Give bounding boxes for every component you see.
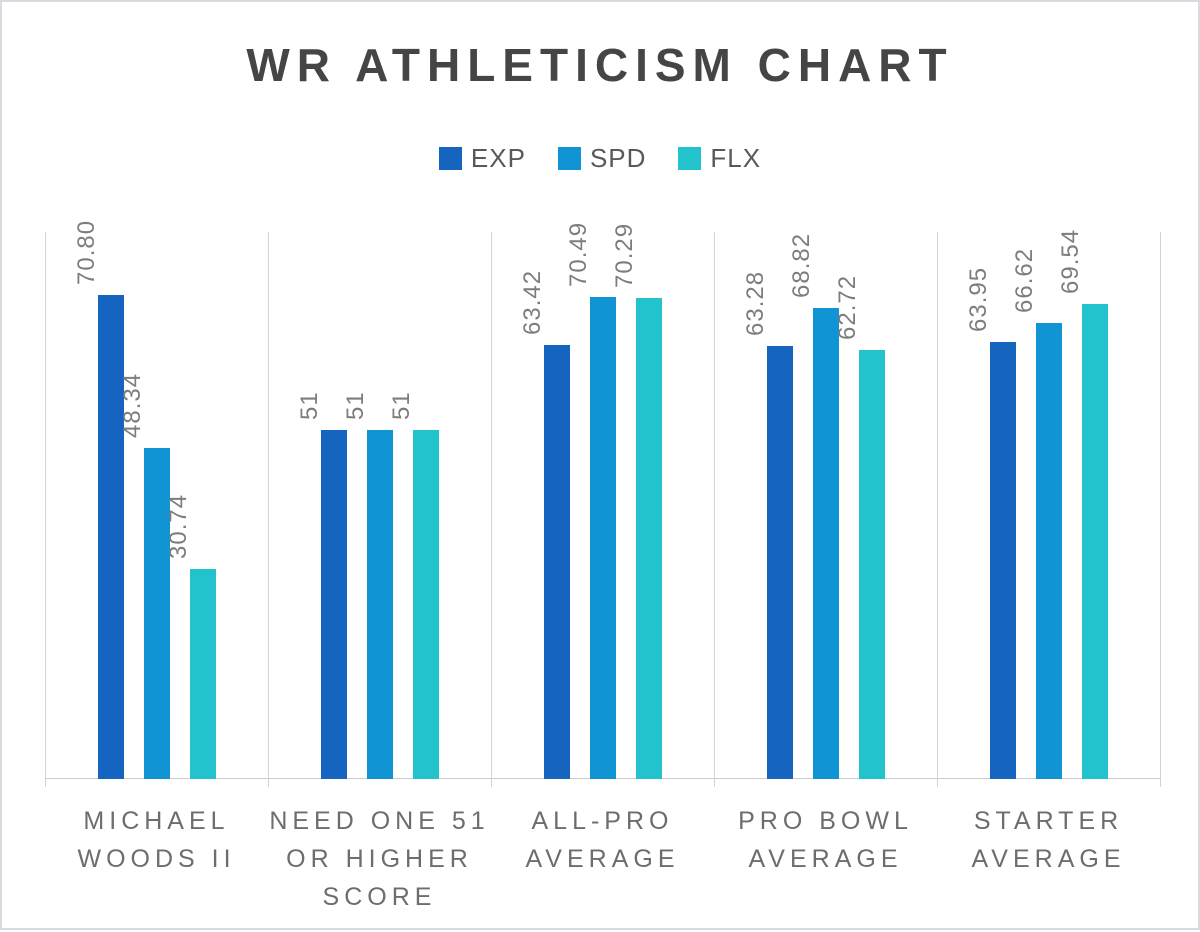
category-separator-line — [491, 232, 492, 787]
bar-spd-category-1 — [144, 448, 170, 779]
chart-title: WR ATHLETICISM CHART — [246, 39, 954, 91]
category-separator-line — [714, 232, 715, 787]
bar-exp-category-5 — [990, 342, 1016, 779]
category-separator-line — [1160, 232, 1161, 787]
bar-flx-category-3 — [636, 298, 662, 779]
legend-label-exp: EXP — [470, 143, 526, 173]
category-label: STARTER AVERAGE — [971, 807, 1126, 873]
legend-item-exp: EXP — [438, 143, 526, 174]
bar-exp-category-4 — [767, 346, 793, 779]
legend-item-flx: FLX — [678, 143, 761, 174]
category-label: PRO BOWL AVERAGE — [738, 807, 913, 873]
legend-label-spd: SPD — [589, 143, 647, 173]
category-separator-line — [268, 232, 269, 787]
category-label: ALL-PRO AVERAGE — [525, 807, 680, 873]
legend: EXP SPD FLX — [2, 143, 1198, 174]
bar-flx-category-1 — [190, 569, 216, 779]
flx-series-swatch-icon — [678, 147, 702, 170]
category-label: NEED ONE 51 OR HIGHER SCORE — [269, 807, 490, 911]
bar-spd-category-4 — [813, 308, 839, 779]
legend-label-flx: FLX — [710, 143, 762, 173]
legend-item-spd: SPD — [557, 143, 647, 174]
category-separator-line — [937, 232, 938, 787]
bar-flx-category-5 — [1082, 304, 1108, 779]
bar-exp-category-3 — [544, 345, 570, 779]
bar-spd-category-3 — [590, 297, 616, 779]
exp-series-swatch-icon — [438, 147, 462, 170]
category-separator-line — [45, 232, 46, 787]
bar-flx-category-4 — [859, 350, 885, 779]
bar-flx-category-2 — [413, 430, 439, 779]
bar-exp-category-1 — [98, 295, 124, 779]
category-label: MICHAEL WOODS II — [77, 807, 236, 873]
bar-spd-category-2 — [367, 430, 393, 779]
spd-series-swatch-icon — [557, 147, 581, 170]
bar-exp-category-2 — [321, 430, 347, 779]
bar-spd-category-5 — [1036, 323, 1062, 779]
